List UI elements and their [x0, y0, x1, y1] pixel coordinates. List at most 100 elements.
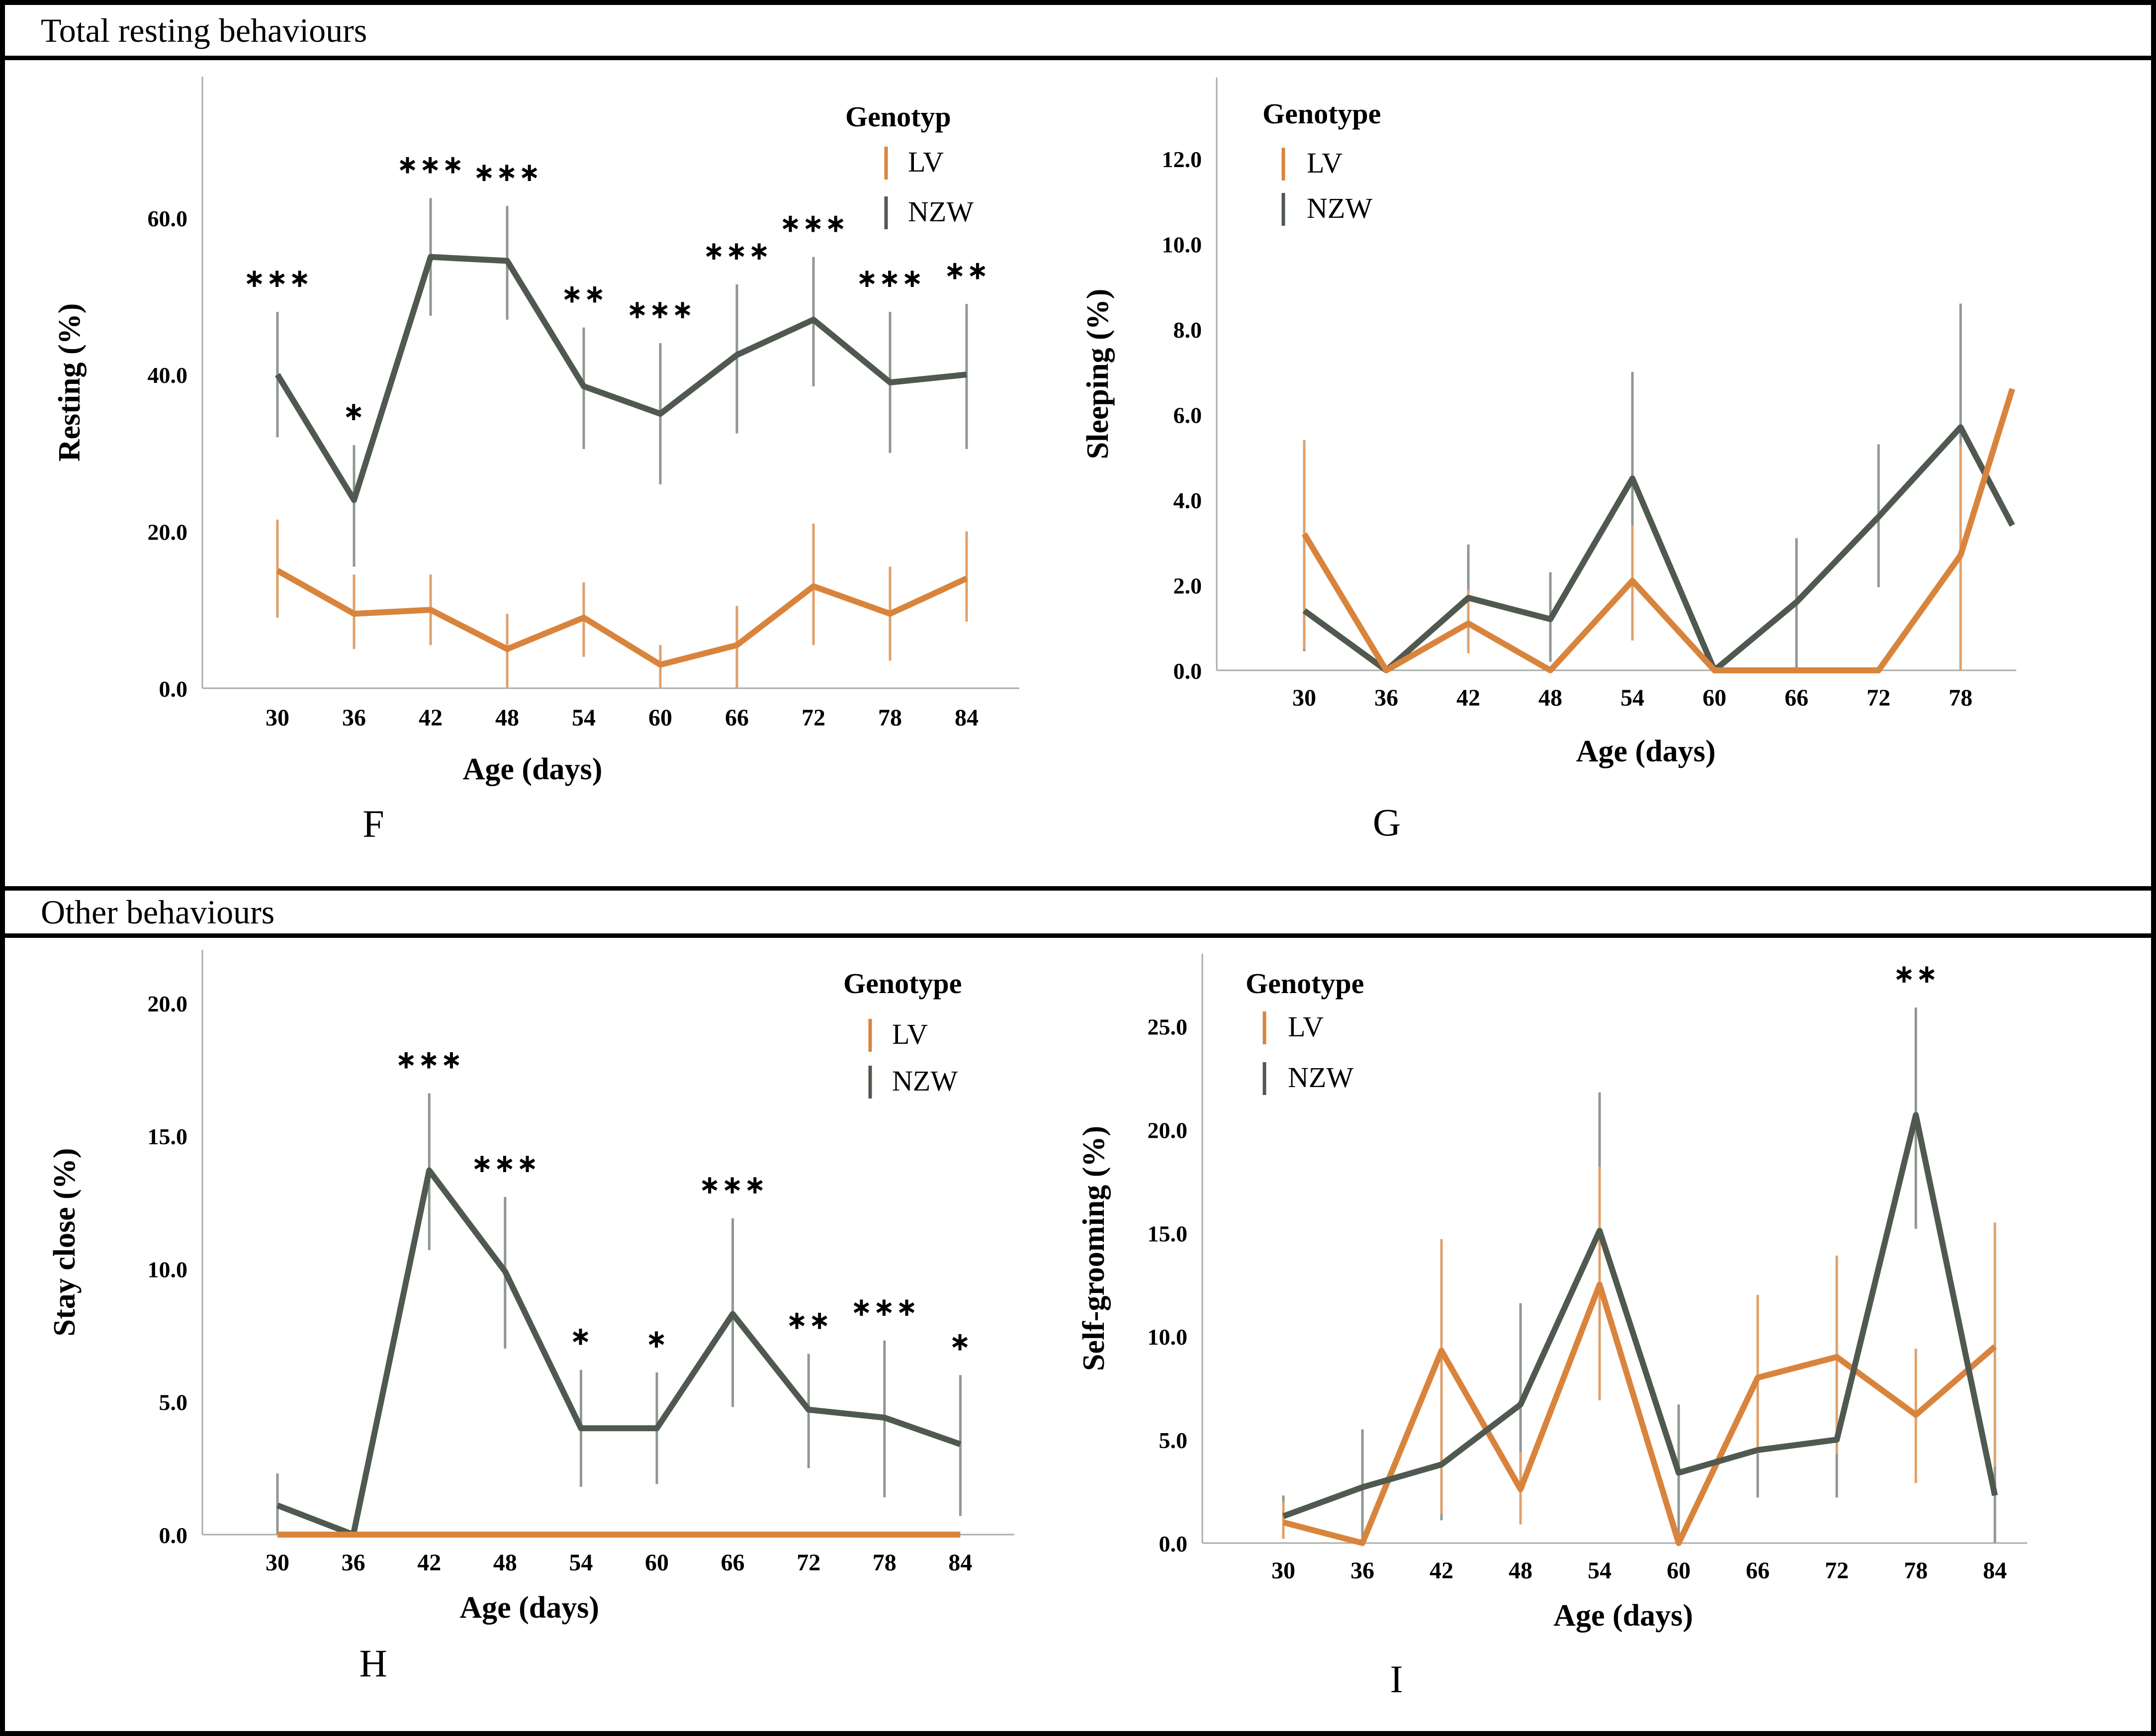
x-tick-label: 66: [1785, 685, 1808, 711]
x-tick-label: 48: [1509, 1557, 1532, 1584]
x-tick-label: 84: [1983, 1557, 2007, 1584]
x-tick-label: 30: [266, 705, 289, 731]
y-tick-label: 40.0: [148, 363, 188, 388]
x-tick-label: 84: [948, 1550, 972, 1576]
y-tick-label: 10.0: [1148, 1324, 1188, 1350]
y-tick-label: 10.0: [148, 1257, 188, 1282]
panel-letter-I: I: [1390, 1657, 1403, 1701]
significance-stars: ∗∗∗: [395, 1045, 463, 1075]
y-tick-label: 5.0: [1159, 1428, 1188, 1453]
series-line-NZW: [274, 254, 967, 503]
x-tick-label: 60: [648, 705, 672, 731]
legend-title: Genotype: [843, 967, 962, 1000]
series-line-LV: [1282, 1281, 1997, 1546]
x-tick-label: 54: [572, 705, 596, 731]
significance-stars: ∗∗: [786, 1306, 831, 1336]
significance-stars: ∗∗∗: [471, 1149, 539, 1179]
significance-stars: ∗∗∗: [699, 1170, 767, 1200]
legend-title: Genotyp: [845, 100, 951, 133]
y-tick-label: 12.0: [1162, 147, 1202, 172]
x-tick-label: 42: [1430, 1557, 1453, 1584]
significance-stars: ∗: [343, 397, 365, 427]
x-tick-label: 72: [1867, 685, 1890, 711]
series-line-LV: [276, 568, 968, 668]
significance-stars: ∗∗∗: [856, 264, 924, 293]
x-tick-label: 42: [1456, 685, 1480, 711]
legend-item-label-NZW: NZW: [1288, 1061, 1353, 1094]
y-tick-label: 15.0: [1148, 1221, 1188, 1246]
legend-item-label-LV: LV: [1307, 147, 1343, 179]
y-tick-label: 6.0: [1173, 402, 1202, 428]
series-line-NZW: [1302, 424, 2015, 673]
y-tick-label: 0.0: [159, 676, 188, 702]
chart-self-grooming-panel-I: 0.0 5.0 10.0 15.0 20.0 25.0 30 36 42 48 54 60 66 72 78…: [1077, 954, 2027, 1701]
x-tick-label: 36: [1350, 1557, 1374, 1584]
legend-item-label-LV: LV: [1288, 1010, 1324, 1043]
y-tick-label: 4.0: [1173, 488, 1202, 513]
legend-title: Genotype: [1262, 97, 1381, 130]
y-tick-label: 10.0: [1162, 232, 1202, 257]
panel-letter-H: H: [359, 1642, 387, 1685]
legend-item-label-NZW: NZW: [892, 1065, 958, 1097]
x-tick-label: 48: [1538, 685, 1562, 711]
x-tick-label: 54: [569, 1550, 593, 1576]
y-axis-title: Stay close (%): [48, 1148, 82, 1337]
x-tick-label: 66: [721, 1550, 745, 1576]
y-tick-label: 5.0: [159, 1390, 188, 1415]
series-line-NZW: [276, 1167, 962, 1538]
x-tick-label: 30: [266, 1550, 289, 1576]
y-tick-label: 8.0: [1173, 317, 1202, 343]
x-tick-label: 78: [873, 1550, 897, 1576]
chart-sleeping-panel-G: 0.0 2.0 4.0 6.0 8.0 10.0 12.0 30 36 42 48 54 60 66 72 7…: [1081, 78, 2016, 844]
significance-stars: ∗: [949, 1327, 972, 1357]
x-tick-label: 78: [1904, 1557, 1928, 1584]
significance-stars: ∗∗∗: [473, 158, 541, 187]
x-tick-label: 30: [1292, 685, 1316, 711]
section-title-total-resting: Total resting behaviours: [41, 11, 367, 49]
y-axis-title: Resting (%): [53, 303, 87, 462]
y-tick-label: 2.0: [1173, 573, 1202, 598]
x-axis-title: Age (days): [463, 752, 603, 786]
x-tick-label: 36: [342, 1550, 365, 1576]
panel-letter-G: G: [1373, 801, 1401, 844]
significance-stars: ∗∗∗: [244, 264, 312, 293]
x-tick-label: 36: [342, 705, 366, 731]
x-tick-label: 78: [1949, 685, 1973, 711]
y-tick-label: 0.0: [1159, 1531, 1188, 1556]
x-tick-label: 48: [495, 705, 519, 731]
x-tick-label: 72: [802, 705, 825, 731]
x-tick-label: 42: [417, 1550, 441, 1576]
x-tick-label: 42: [419, 705, 443, 731]
x-tick-label: 60: [645, 1550, 669, 1576]
x-tick-label: 66: [725, 705, 749, 731]
y-tick-label: 0.0: [159, 1523, 188, 1548]
x-tick-label: 66: [1746, 1557, 1770, 1584]
legend-item-label-NZW: NZW: [908, 195, 974, 228]
legend-item-label-LV: LV: [908, 146, 944, 178]
x-axis-title: Age (days): [459, 1591, 599, 1625]
y-tick-label: 20.0: [148, 991, 188, 1016]
significance-stars: ∗∗: [561, 279, 606, 309]
significance-stars: ∗∗∗: [780, 209, 848, 239]
significance-stars: ∗∗∗: [850, 1292, 918, 1322]
x-tick-label: 54: [1588, 1557, 1612, 1584]
x-tick-label: 30: [1271, 1557, 1295, 1584]
significance-stars: ∗∗: [944, 256, 989, 285]
x-tick-label: 54: [1620, 685, 1644, 711]
x-tick-label: 36: [1374, 685, 1398, 711]
section-title-other: Other behaviours: [41, 893, 275, 931]
legend-item-label-NZW: NZW: [1307, 192, 1372, 224]
y-axis-title: Sleeping (%): [1081, 289, 1115, 459]
y-axis-title: Self-grooming (%): [1077, 1126, 1111, 1371]
series-line-LV: [1301, 388, 2015, 673]
series-line-NZW: [1282, 1112, 1998, 1519]
section-header-other-behaviours: Other behaviours: [5, 886, 2151, 938]
panel-letter-F: F: [362, 802, 384, 845]
y-tick-label: 15.0: [148, 1124, 188, 1149]
significance-stars: ∗∗∗: [397, 150, 465, 180]
section-header-total-resting-behaviours: Total resting behaviours: [5, 5, 2151, 60]
legend-title: Genotype: [1246, 967, 1364, 1000]
y-tick-label: 0.0: [1173, 658, 1202, 684]
legend-item-label-LV: LV: [892, 1018, 928, 1050]
